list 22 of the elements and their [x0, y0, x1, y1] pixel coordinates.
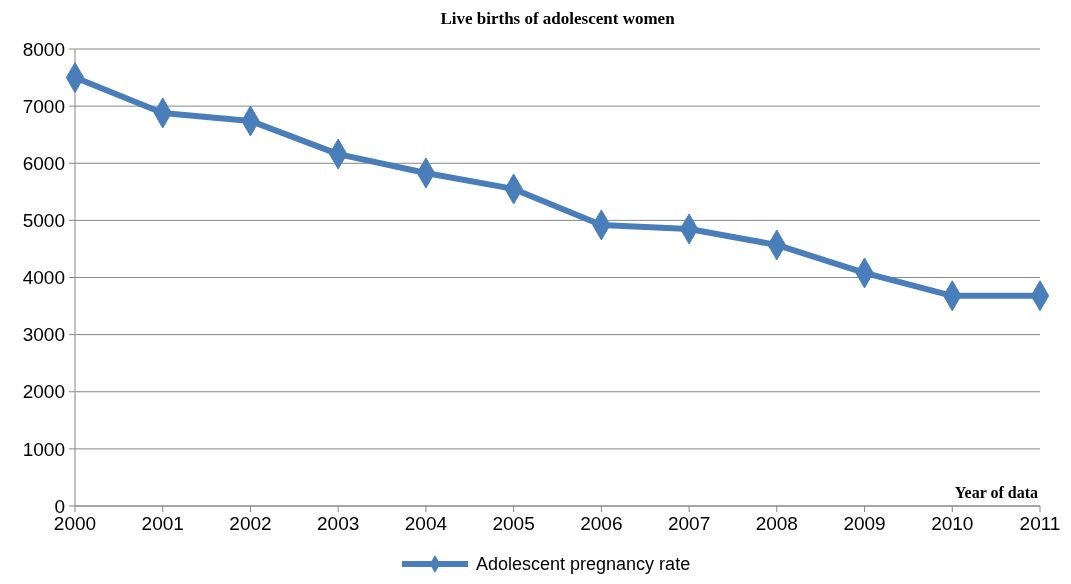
x-tick-label: 2011: [1019, 513, 1061, 534]
y-tick-label: 4000: [22, 267, 65, 289]
x-tick-label: 2002: [229, 513, 272, 534]
y-tick-label: 3000: [22, 324, 65, 346]
y-tick-label: 5000: [22, 210, 65, 232]
legend-label: Adolescent pregnancy rate: [476, 554, 691, 574]
y-tick-label: 8000: [22, 38, 65, 60]
x-tick-label: 2008: [755, 513, 798, 534]
x-axis-title: Year of data: [954, 484, 1038, 501]
x-tick-label: 2006: [580, 513, 623, 534]
x-tick-label: 2010: [931, 513, 974, 534]
x-tick-label: 2009: [843, 513, 886, 534]
x-tick-label: 2003: [317, 513, 360, 534]
x-tick-label: 2007: [667, 513, 711, 534]
y-tick-label: 6000: [22, 152, 65, 174]
x-tick-label: 2004: [404, 513, 448, 534]
y-tick-label: 2000: [22, 381, 65, 403]
y-tick-label: 7000: [22, 95, 65, 117]
y-tick-label: 1000: [22, 438, 65, 460]
chart-title: Live births of adolescent women: [440, 9, 676, 28]
x-tick-label: 2005: [492, 513, 535, 534]
x-tick-label: 2001: [141, 513, 184, 534]
